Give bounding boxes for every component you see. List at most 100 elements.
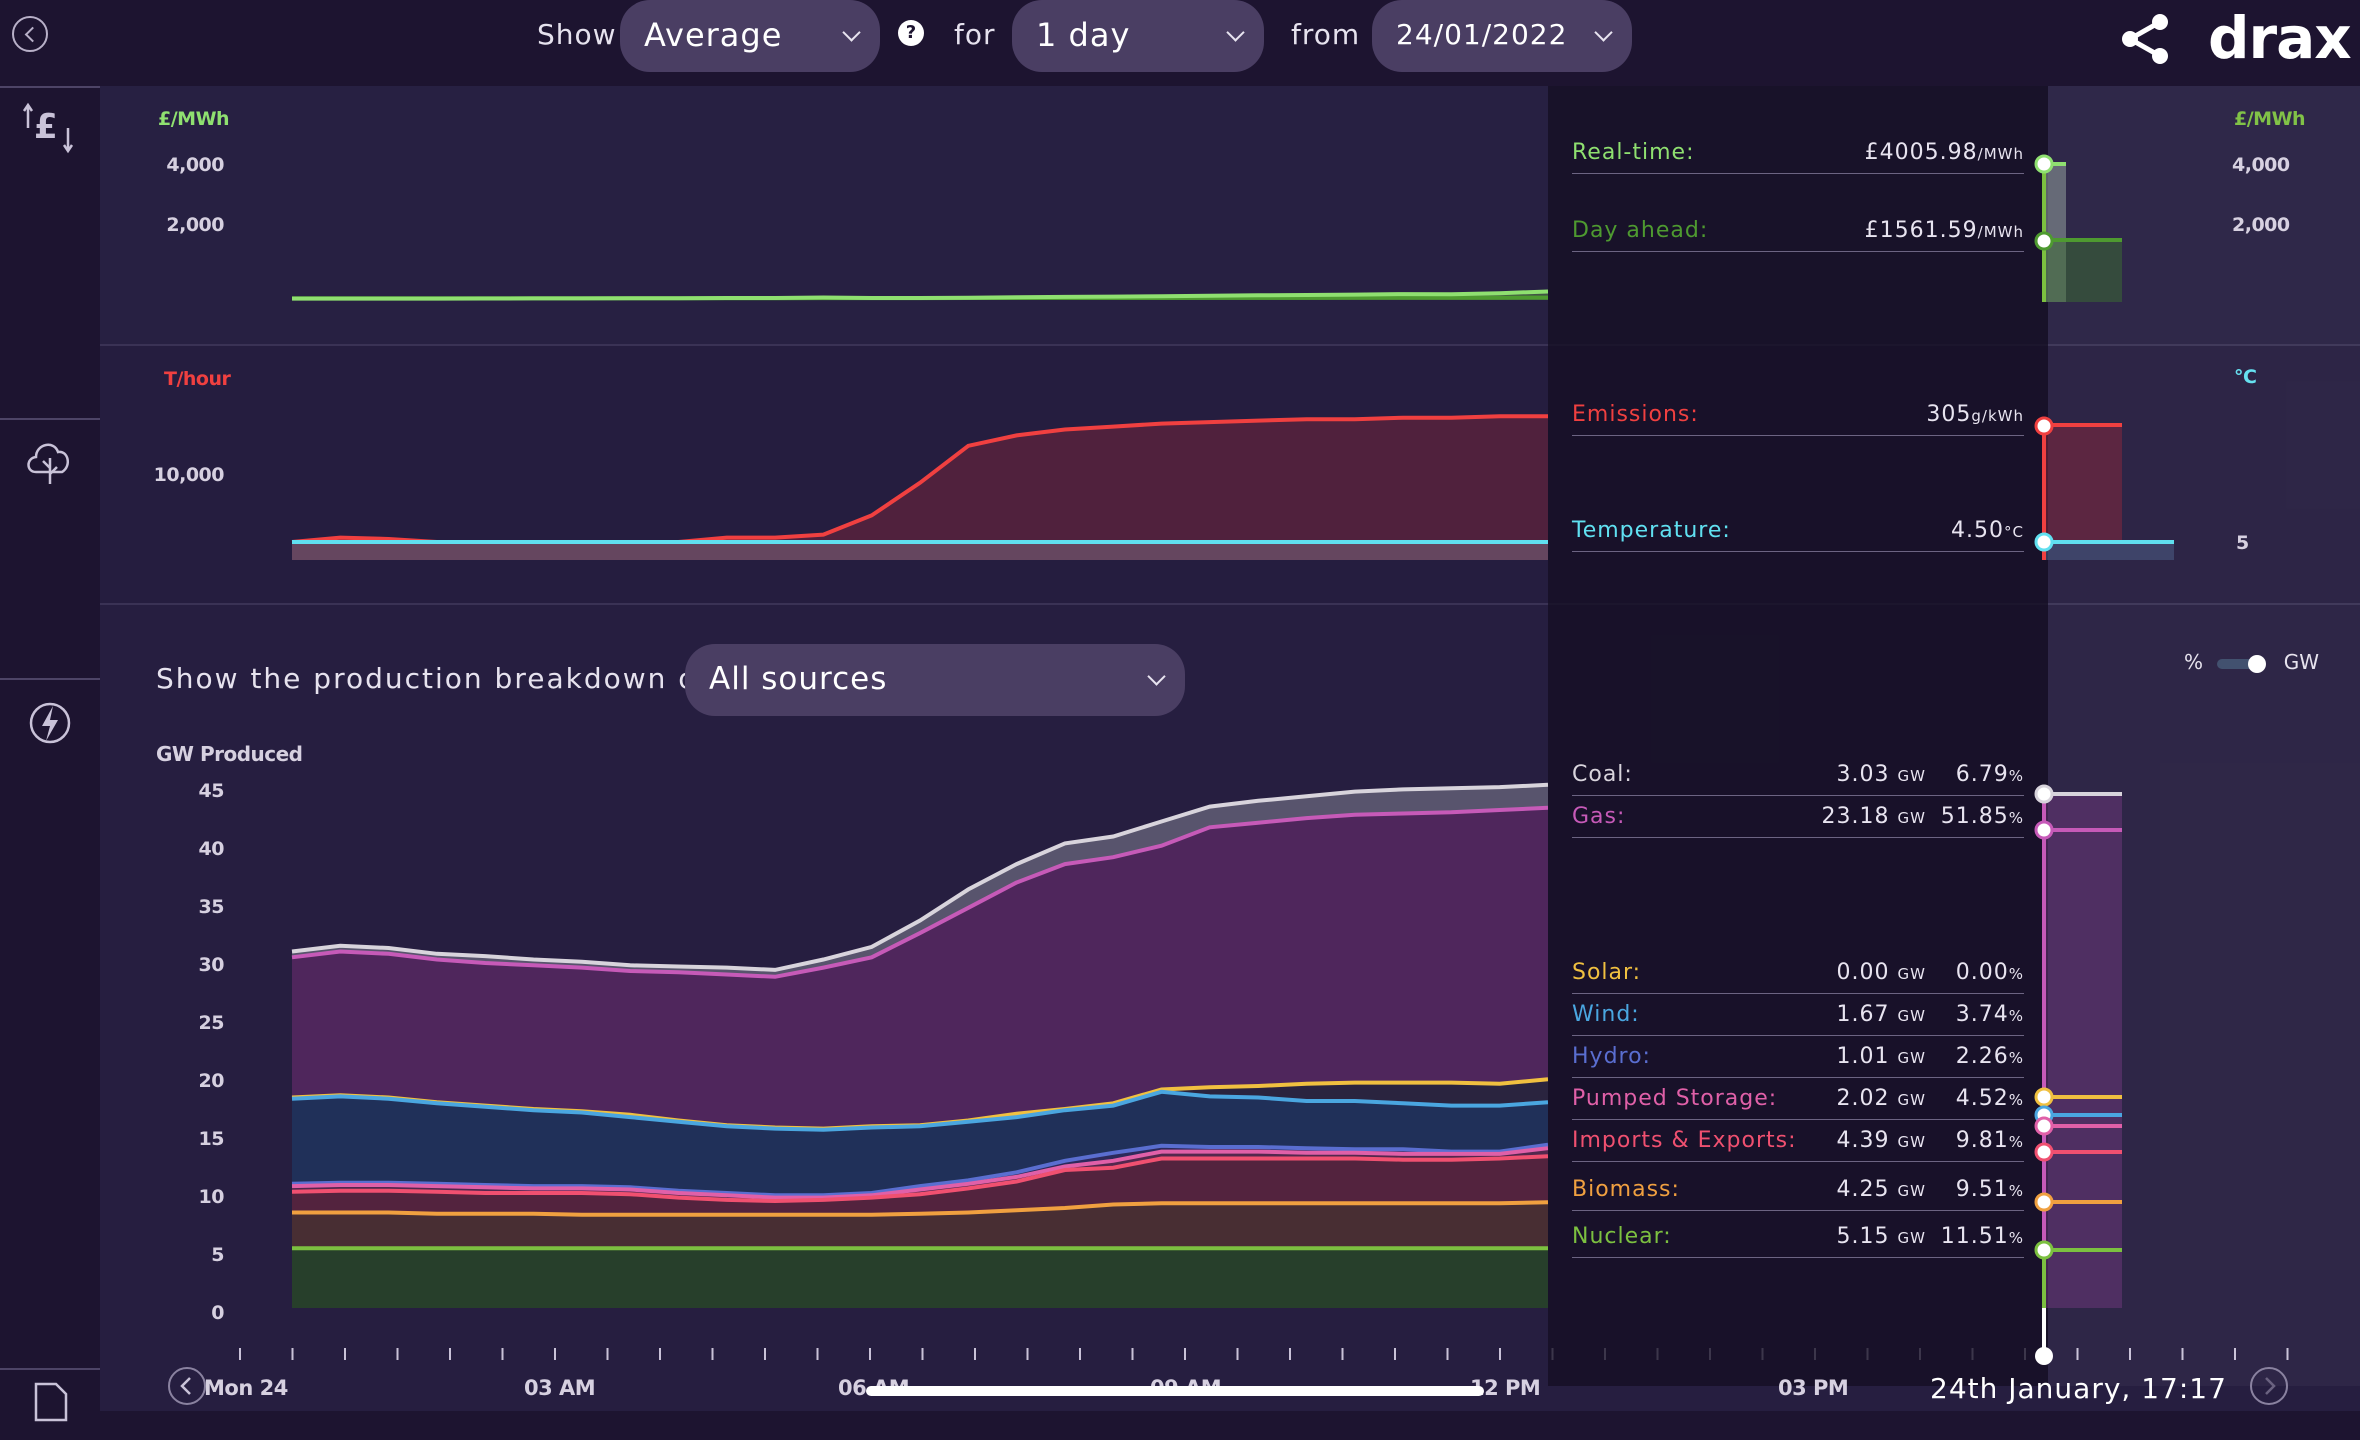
emissions-area — [292, 416, 1548, 560]
dayahead-row: Day ahead: £1561.59/MWh — [1572, 218, 2024, 252]
source-row: Pumped Storage: 2.02 GW 4.52% — [1572, 1086, 2024, 1120]
help-icon[interactable]: ? — [898, 20, 924, 46]
production-marker — [2034, 784, 2054, 804]
pct-unit: % — [2008, 1091, 2024, 1109]
source-row: Coal: 3.03 GW 6.79% — [1572, 762, 2024, 796]
toggle-gw-label: GW — [2283, 650, 2320, 674]
time-marker-handle — [2035, 1347, 2053, 1365]
cloud-leaf-icon[interactable] — [22, 432, 78, 492]
unit-toggle[interactable]: % GW — [2184, 650, 2319, 675]
emissions-label: Emissions: — [1572, 402, 1699, 427]
date-dropdown[interactable]: 24/01/2022 — [1372, 0, 1632, 72]
source-gw: 0.00 — [1836, 960, 1890, 985]
y-tick: 45 — [198, 780, 225, 802]
temperature-row: Temperature: 4.50°C — [1572, 518, 2024, 552]
pct-unit: % — [2008, 965, 2024, 983]
dayahead-marker — [2034, 231, 2054, 251]
pct-unit: % — [2008, 1133, 2024, 1151]
y-tick: 35 — [198, 896, 225, 918]
source-row: Imports & Exports: 4.39 GW 9.81% — [1572, 1128, 2024, 1162]
price-tick-right: 2,000 — [2232, 214, 2290, 236]
wind-area — [292, 1091, 1548, 1196]
emissions-unit: g/kWh — [1971, 407, 2024, 425]
imports-exports-area — [292, 1156, 1548, 1215]
date-dropdown-value: 24/01/2022 — [1396, 18, 1568, 51]
pct-unit: % — [2008, 1182, 2024, 1200]
realtime-unit: /MWh — [1977, 145, 2024, 163]
temperature-bar — [2044, 542, 2174, 560]
show-dropdown[interactable]: Average — [620, 0, 880, 72]
emissions-row: Emissions: 305g/kWh — [1572, 402, 2024, 436]
source-gw: 4.25 — [1836, 1177, 1890, 1202]
source-pct: 3.74 — [1955, 1002, 2009, 1027]
coal-line — [291, 782, 1549, 972]
source-dropdown-value: All sources — [709, 661, 888, 697]
price-icon[interactable]: £ — [22, 98, 78, 158]
source-pct: 9.51 — [1955, 1177, 2009, 1202]
realtime-line — [292, 289, 1549, 301]
temperature-tick: 5 — [2236, 532, 2249, 554]
source-gw: 3.03 — [1836, 762, 1890, 787]
realtime-label: Real-time: — [1572, 140, 1695, 165]
coal-area — [292, 784, 1548, 977]
y-tick: 30 — [198, 954, 225, 976]
pct-unit: % — [2008, 1007, 2024, 1025]
y-tick: 0 — [211, 1302, 224, 1324]
for-label: for — [954, 18, 996, 51]
source-gw: 5.15 — [1836, 1224, 1890, 1249]
source-pct: 0.00 — [1955, 960, 2009, 985]
production-marker — [2034, 1142, 2054, 1162]
source-row: Biomass: 4.25 GW 9.51% — [1572, 1177, 2024, 1211]
source-dropdown[interactable]: All sources — [685, 644, 1185, 716]
svg-text:£: £ — [34, 107, 58, 147]
dayahead-label: Day ahead: — [1572, 218, 1709, 243]
source-name: Nuclear: — [1572, 1224, 1672, 1249]
share-icon[interactable] — [2118, 12, 2176, 66]
emissions-tick: 10,000 — [153, 464, 225, 486]
sidebar — [0, 86, 100, 1411]
source-name: Coal: — [1572, 762, 1633, 787]
y-tick: 5 — [211, 1244, 224, 1266]
source-name: Solar: — [1572, 960, 1642, 985]
temperature-label: Temperature: — [1572, 518, 1731, 543]
gw-unit: GW — [1897, 965, 1926, 983]
toggle-switch — [2217, 654, 2267, 673]
production-marker — [2034, 1240, 2054, 1260]
pct-unit: % — [2008, 809, 2024, 827]
source-name: Wind: — [1572, 1002, 1640, 1027]
show-dropdown-value: Average — [644, 16, 783, 54]
source-gw: 1.67 — [1836, 1002, 1890, 1027]
x-label: Mon 24 — [204, 1376, 288, 1400]
source-row: Gas: 23.18 GW 51.85% — [1572, 804, 2024, 838]
source-row: Nuclear: 5.15 GW 11.51% — [1572, 1224, 2024, 1258]
gw-produced-label: GW Produced — [156, 742, 303, 766]
timeline-scrollbar[interactable] — [866, 1386, 1484, 1396]
realtime-value: £4005.98 — [1864, 140, 1978, 165]
emissions-value: 305 — [1926, 402, 1972, 427]
prev-day-button[interactable] — [168, 1367, 206, 1405]
pct-unit: % — [2008, 1049, 2024, 1067]
price-tick: 4,000 — [166, 154, 224, 176]
realtime-marker — [2034, 154, 2054, 174]
duration-dropdown-value: 1 day — [1036, 16, 1131, 54]
source-name: Imports & Exports: — [1572, 1128, 1797, 1153]
toggle-percent-label: % — [2184, 650, 2204, 674]
pct-unit: % — [2008, 1229, 2024, 1247]
gw-unit: GW — [1897, 809, 1926, 827]
show-label: Show — [537, 18, 617, 51]
temperature-marker — [2034, 532, 2054, 552]
production-bar — [2044, 794, 2122, 1308]
source-row: Solar: 0.00 GW 0.00% — [1572, 960, 2024, 994]
next-day-button[interactable] — [2250, 1367, 2288, 1405]
price-tick: 2,000 — [166, 214, 224, 236]
duration-dropdown[interactable]: 1 day — [1012, 0, 1264, 72]
production-marker — [2034, 1116, 2054, 1136]
wind-line — [291, 1089, 1549, 1132]
chevron-left-icon — [180, 1377, 191, 1395]
chevron-right-icon — [2265, 1377, 2276, 1395]
lightning-icon[interactable] — [22, 693, 78, 753]
hover-overlay — [1548, 86, 2048, 1386]
price-unit-right: £/MWh — [2234, 108, 2306, 130]
pumped-storage-line — [291, 1146, 1549, 1200]
back-icon[interactable] — [12, 16, 48, 52]
